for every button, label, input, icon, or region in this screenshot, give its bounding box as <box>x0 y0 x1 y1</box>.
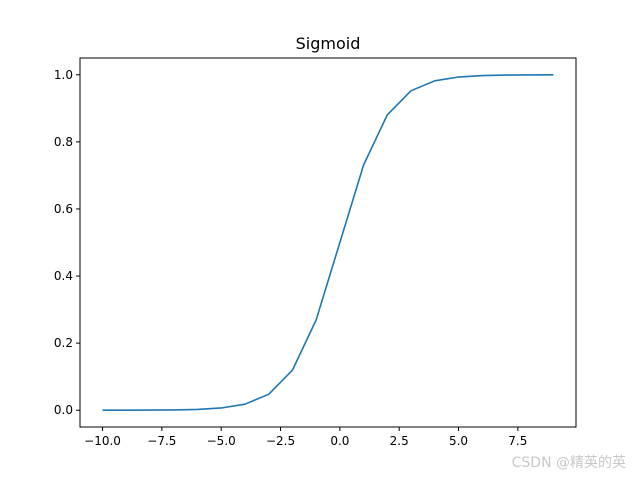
x-tick-label: −5.0 <box>207 434 236 448</box>
y-tick-label: 0.8 <box>54 135 73 149</box>
x-tick-label: −7.5 <box>147 434 176 448</box>
y-tick-label: 0.4 <box>54 269 73 283</box>
x-axis: −10.0 −7.5 −5.0 −2.5 0.0 2.5 5.0 7.5 <box>84 427 527 448</box>
x-tick-label: 5.0 <box>449 434 468 448</box>
x-tick-label: 2.5 <box>390 434 409 448</box>
watermark: CSDN @精英的英 <box>511 455 626 471</box>
y-tick-label: 0.0 <box>54 403 73 417</box>
x-tick-label: 0.0 <box>330 434 349 448</box>
plot-area-frame <box>79 57 577 428</box>
chart-title: Sigmoid <box>296 34 361 53</box>
x-tick-label: −2.5 <box>266 434 295 448</box>
series-layer <box>102 74 554 412</box>
x-tick-label: −10.0 <box>84 434 121 448</box>
y-tick-label: 0.2 <box>54 336 73 350</box>
y-axis: 0.0 0.2 0.4 0.6 0.8 1.0 <box>54 68 80 417</box>
x-tick-label: 7.5 <box>508 434 527 448</box>
y-tick-label: 1.0 <box>54 68 73 82</box>
y-tick-label: 0.6 <box>54 202 73 216</box>
series-line <box>102 74 554 412</box>
